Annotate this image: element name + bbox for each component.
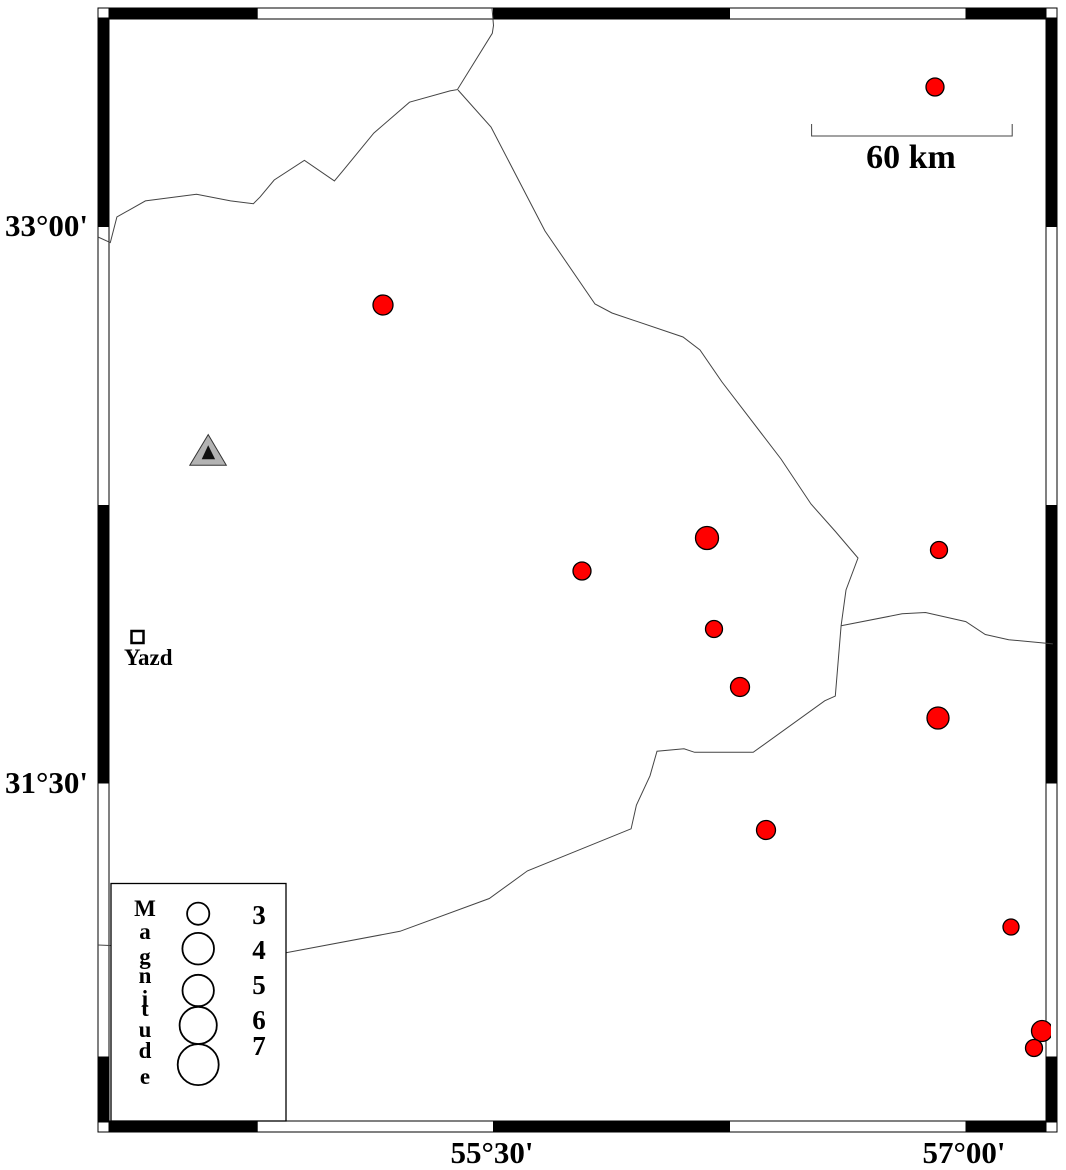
svg-text:33°00': 33°00' — [5, 208, 88, 243]
svg-text:a: a — [139, 919, 151, 944]
svg-text:3: 3 — [252, 900, 266, 930]
svg-text:57°00': 57°00' — [922, 1135, 1005, 1170]
svg-text:M: M — [134, 896, 156, 921]
svg-text:4: 4 — [252, 935, 266, 965]
svg-text:Yazd: Yazd — [124, 645, 173, 670]
svg-text:d: d — [139, 1038, 152, 1063]
svg-text:60 km: 60 km — [866, 139, 956, 176]
svg-text:31°30': 31°30' — [5, 765, 88, 800]
svg-text:5: 5 — [252, 970, 266, 1000]
svg-text:7: 7 — [252, 1031, 266, 1061]
svg-text:e: e — [140, 1064, 150, 1089]
svg-text:n: n — [139, 963, 152, 988]
svg-text:55°30': 55°30' — [450, 1135, 533, 1170]
